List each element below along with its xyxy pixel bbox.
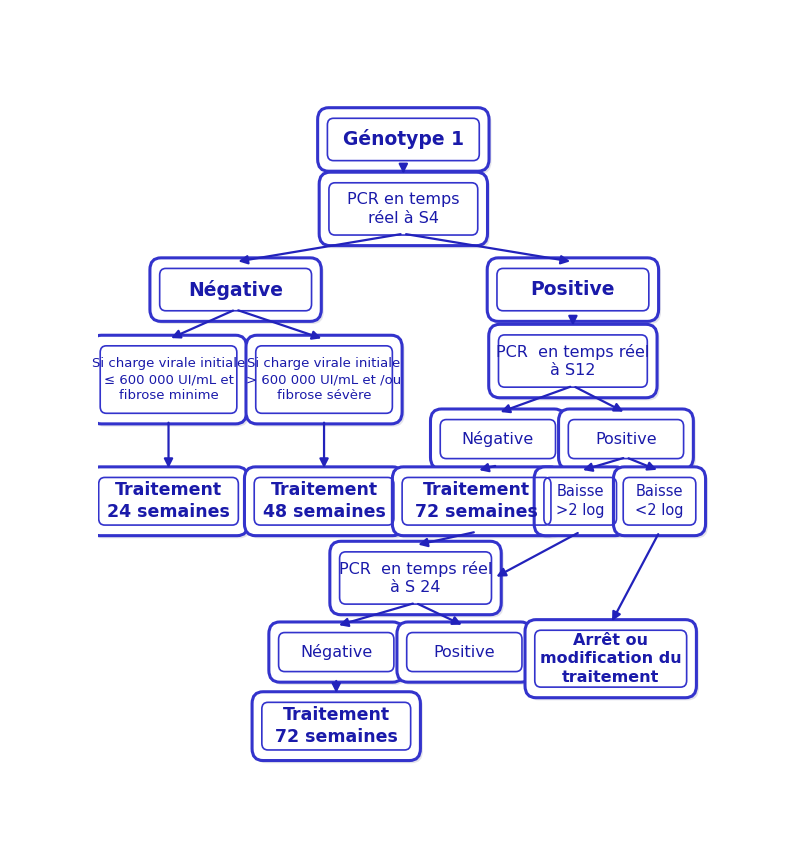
Text: Négative: Négative [188, 279, 283, 300]
FancyBboxPatch shape [491, 327, 660, 400]
FancyBboxPatch shape [93, 338, 249, 427]
Text: PCR  en temps réel
à S12: PCR en temps réel à S12 [497, 344, 649, 378]
FancyBboxPatch shape [320, 110, 491, 174]
FancyBboxPatch shape [320, 172, 487, 246]
FancyBboxPatch shape [525, 619, 696, 698]
Text: Positive: Positive [530, 280, 615, 299]
Text: PCR en temps
réel à S4: PCR en temps réel à S4 [347, 192, 460, 226]
FancyBboxPatch shape [489, 325, 657, 398]
FancyBboxPatch shape [395, 470, 563, 539]
FancyBboxPatch shape [616, 470, 708, 539]
Text: Traitement
24 semaines: Traitement 24 semaines [107, 481, 230, 521]
FancyBboxPatch shape [247, 470, 406, 539]
Text: Traitement
48 semaines: Traitement 48 semaines [263, 481, 386, 521]
FancyBboxPatch shape [332, 544, 504, 618]
Text: Positive: Positive [434, 644, 495, 660]
FancyBboxPatch shape [537, 470, 629, 539]
Text: Si charge virale initiale
> 600 000 UI/mL et /ou
fibrose sévère: Si charge virale initiale > 600 000 UI/m… [246, 357, 401, 402]
FancyBboxPatch shape [487, 258, 659, 321]
Text: Positive: Positive [595, 431, 657, 447]
FancyBboxPatch shape [559, 409, 693, 469]
FancyBboxPatch shape [254, 694, 423, 763]
FancyBboxPatch shape [527, 622, 699, 700]
FancyBboxPatch shape [246, 335, 402, 423]
FancyBboxPatch shape [322, 175, 490, 248]
FancyBboxPatch shape [430, 409, 565, 469]
FancyBboxPatch shape [150, 258, 321, 321]
FancyBboxPatch shape [272, 624, 406, 685]
Text: Arrêt ou
modification du
traitement: Arrêt ou modification du traitement [540, 632, 682, 685]
FancyBboxPatch shape [91, 335, 246, 423]
FancyBboxPatch shape [613, 467, 706, 536]
FancyBboxPatch shape [245, 467, 404, 536]
Text: Traitement
72 semaines: Traitement 72 semaines [415, 481, 538, 521]
Text: Traitement
72 semaines: Traitement 72 semaines [275, 706, 397, 746]
FancyBboxPatch shape [397, 622, 532, 682]
Text: Génotype 1: Génotype 1 [343, 130, 464, 149]
FancyBboxPatch shape [89, 467, 248, 536]
Text: PCR  en temps réel
à S 24: PCR en temps réel à S 24 [339, 561, 492, 595]
Text: Négative: Négative [462, 431, 534, 447]
FancyBboxPatch shape [490, 260, 661, 324]
FancyBboxPatch shape [561, 411, 696, 472]
Text: Négative: Négative [300, 644, 372, 660]
FancyBboxPatch shape [249, 338, 405, 427]
FancyBboxPatch shape [393, 467, 560, 536]
FancyBboxPatch shape [433, 411, 567, 472]
FancyBboxPatch shape [269, 622, 404, 682]
Text: Baisse
<2 log: Baisse <2 log [635, 484, 684, 518]
Text: Baisse
>2 log: Baisse >2 log [556, 484, 604, 518]
FancyBboxPatch shape [330, 541, 501, 615]
FancyBboxPatch shape [252, 691, 420, 760]
FancyBboxPatch shape [534, 467, 626, 536]
FancyBboxPatch shape [153, 260, 323, 324]
FancyBboxPatch shape [91, 470, 250, 539]
FancyBboxPatch shape [318, 107, 489, 171]
FancyBboxPatch shape [399, 624, 534, 685]
Text: Si charge virale initiale
≤ 600 000 UI/mL et
fibrose minime: Si charge virale initiale ≤ 600 000 UI/m… [92, 357, 245, 402]
